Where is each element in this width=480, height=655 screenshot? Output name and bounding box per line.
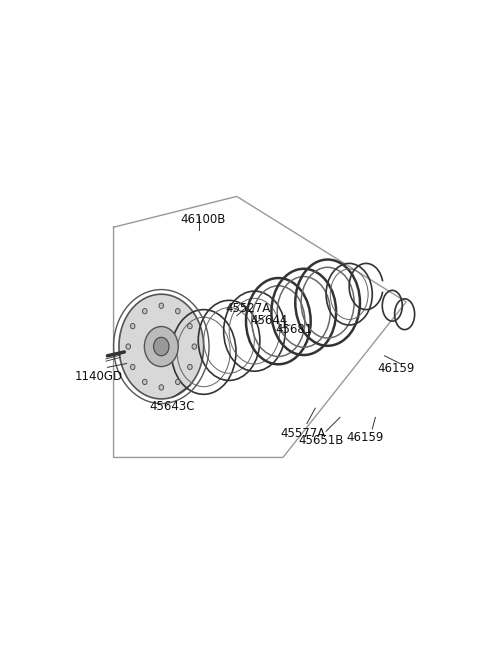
Ellipse shape [119, 294, 204, 399]
Ellipse shape [143, 309, 147, 314]
Ellipse shape [188, 324, 192, 329]
Ellipse shape [143, 379, 147, 384]
Ellipse shape [131, 324, 135, 329]
Text: 45644: 45644 [251, 314, 288, 328]
Text: 46159: 46159 [377, 362, 414, 375]
Ellipse shape [176, 379, 180, 384]
Ellipse shape [159, 384, 164, 390]
Ellipse shape [192, 344, 197, 349]
Ellipse shape [176, 309, 180, 314]
Text: 45643C: 45643C [150, 400, 195, 413]
Text: 45681: 45681 [275, 324, 312, 337]
Ellipse shape [188, 364, 192, 369]
Text: 45527A: 45527A [225, 302, 270, 315]
Ellipse shape [144, 327, 178, 367]
Ellipse shape [159, 303, 164, 309]
Ellipse shape [131, 364, 135, 369]
Text: 1140GD: 1140GD [75, 369, 123, 383]
Text: 45577A: 45577A [281, 426, 326, 440]
Text: 45651B: 45651B [299, 434, 344, 447]
Text: 46100B: 46100B [180, 214, 226, 227]
Text: 46159: 46159 [346, 431, 384, 444]
Ellipse shape [126, 344, 131, 349]
Ellipse shape [154, 337, 169, 356]
